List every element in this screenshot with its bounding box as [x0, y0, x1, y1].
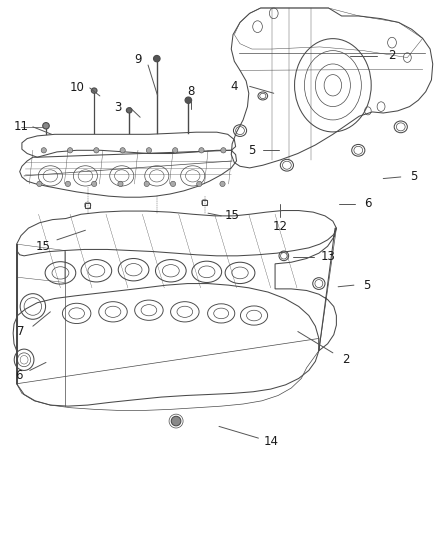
Text: 13: 13	[320, 251, 335, 263]
Text: 2: 2	[388, 50, 396, 62]
Text: 5: 5	[364, 279, 371, 292]
Text: 15: 15	[35, 240, 50, 253]
Text: 11: 11	[14, 120, 28, 133]
Ellipse shape	[170, 181, 176, 187]
Text: 15: 15	[225, 209, 240, 222]
Ellipse shape	[220, 181, 225, 187]
Text: 12: 12	[273, 220, 288, 233]
Ellipse shape	[65, 181, 71, 187]
Text: 14: 14	[263, 435, 278, 448]
Ellipse shape	[153, 55, 160, 62]
Text: 9: 9	[134, 53, 142, 66]
Text: 6: 6	[364, 197, 372, 210]
Ellipse shape	[144, 181, 149, 187]
Ellipse shape	[120, 148, 125, 153]
Text: 2: 2	[342, 353, 350, 366]
Ellipse shape	[94, 148, 99, 153]
Ellipse shape	[92, 181, 97, 187]
Ellipse shape	[92, 88, 97, 93]
Ellipse shape	[197, 181, 202, 187]
Ellipse shape	[118, 181, 123, 187]
Ellipse shape	[67, 148, 73, 153]
Ellipse shape	[173, 148, 178, 153]
Ellipse shape	[37, 181, 42, 187]
Ellipse shape	[126, 108, 132, 113]
Ellipse shape	[199, 148, 204, 153]
Ellipse shape	[221, 148, 226, 153]
Ellipse shape	[171, 416, 181, 426]
Text: 4: 4	[230, 80, 238, 93]
Text: 5: 5	[248, 144, 255, 157]
Text: 10: 10	[69, 82, 84, 94]
Ellipse shape	[42, 123, 49, 129]
Ellipse shape	[146, 148, 152, 153]
Ellipse shape	[41, 148, 46, 153]
Text: 5: 5	[410, 171, 417, 183]
Text: 3: 3	[115, 101, 122, 114]
Text: 6: 6	[14, 369, 22, 382]
Text: 8: 8	[187, 85, 194, 98]
Ellipse shape	[185, 97, 192, 103]
Text: 7: 7	[17, 325, 25, 338]
